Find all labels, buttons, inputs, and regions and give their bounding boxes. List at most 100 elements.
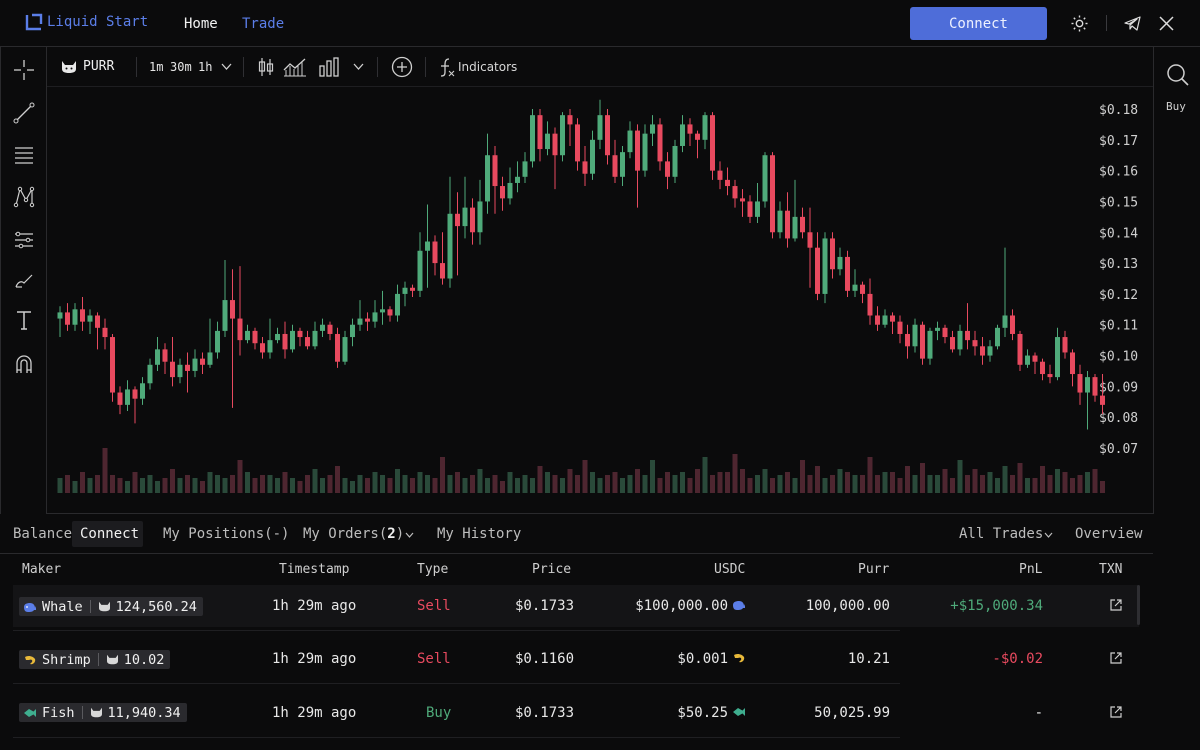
candle[interactable] bbox=[837, 247, 843, 276]
candle[interactable] bbox=[417, 232, 423, 297]
candle[interactable] bbox=[627, 121, 633, 159]
maker-badge[interactable]: Shrimp 10.02 bbox=[19, 650, 171, 669]
candle[interactable] bbox=[650, 115, 655, 146]
candle[interactable] bbox=[860, 281, 865, 304]
bar-chart-icon[interactable] bbox=[318, 56, 340, 78]
candle[interactable] bbox=[95, 312, 100, 350]
brush-icon[interactable] bbox=[13, 269, 35, 291]
trend-line-icon[interactable] bbox=[13, 102, 35, 124]
pattern-icon[interactable] bbox=[13, 186, 35, 208]
candle[interactable] bbox=[507, 167, 513, 205]
candle[interactable] bbox=[1002, 247, 1008, 338]
nav-trade[interactable]: Trade bbox=[242, 16, 285, 32]
candle[interactable] bbox=[230, 269, 235, 408]
chevron-down-icon[interactable] bbox=[353, 63, 364, 71]
price-chart[interactable]: $0.18 $0.17 $0.16 $0.15 $0.14 $0.13 $0.12 $0.11… bbox=[47, 87, 1153, 514]
candle[interactable] bbox=[642, 124, 648, 177]
candle[interactable] bbox=[57, 306, 63, 338]
add-icon[interactable] bbox=[391, 56, 413, 78]
candle[interactable] bbox=[357, 300, 363, 331]
external-link-icon[interactable] bbox=[1110, 706, 1122, 718]
text-tool-icon[interactable] bbox=[13, 309, 35, 331]
chevron-down-icon[interactable] bbox=[1044, 532, 1053, 538]
tab-my-orders[interactable]: My Orders(2) bbox=[303, 526, 404, 542]
candle[interactable] bbox=[1085, 370, 1090, 430]
candle[interactable] bbox=[1040, 358, 1045, 381]
candle[interactable] bbox=[282, 321, 288, 359]
candle[interactable] bbox=[155, 337, 160, 371]
candle[interactable] bbox=[605, 109, 610, 165]
tab-my-history[interactable]: My History bbox=[437, 526, 522, 542]
candle[interactable] bbox=[1062, 330, 1068, 359]
candle[interactable] bbox=[770, 152, 775, 239]
candle[interactable] bbox=[1092, 374, 1098, 402]
candle[interactable] bbox=[237, 266, 243, 356]
connect-button[interactable]: Connect bbox=[910, 7, 1047, 40]
candle[interactable] bbox=[200, 352, 205, 375]
candle[interactable] bbox=[987, 340, 993, 362]
candle[interactable] bbox=[702, 112, 708, 150]
x-icon[interactable] bbox=[1158, 15, 1175, 32]
candle[interactable] bbox=[792, 179, 798, 242]
candle[interactable] bbox=[762, 152, 768, 208]
brand-logo[interactable]: Liquid Start bbox=[25, 13, 148, 31]
candle[interactable] bbox=[1055, 327, 1060, 381]
candle[interactable] bbox=[950, 330, 955, 353]
candle[interactable] bbox=[297, 327, 303, 347]
candle[interactable] bbox=[897, 315, 903, 344]
candle[interactable] bbox=[245, 324, 250, 344]
candle[interactable] bbox=[1077, 364, 1083, 405]
candle[interactable] bbox=[335, 327, 340, 368]
candle[interactable] bbox=[965, 303, 970, 350]
candle[interactable] bbox=[537, 109, 543, 162]
candle[interactable] bbox=[1070, 349, 1075, 387]
candle[interactable] bbox=[140, 377, 145, 405]
candle[interactable] bbox=[132, 386, 138, 424]
candle[interactable] bbox=[552, 127, 558, 190]
candlestick-chart[interactable]: $0.18 $0.17 $0.16 $0.15 $0.14 $0.13 $0.12 $0.11… bbox=[47, 87, 1153, 513]
candle[interactable] bbox=[252, 327, 258, 350]
candle[interactable] bbox=[560, 112, 565, 162]
candle[interactable] bbox=[665, 152, 670, 190]
measure-icon[interactable] bbox=[13, 229, 35, 251]
candle[interactable] bbox=[327, 321, 333, 341]
candle[interactable] bbox=[942, 324, 948, 344]
candle[interactable] bbox=[260, 337, 265, 359]
candle[interactable] bbox=[102, 318, 108, 350]
candle[interactable] bbox=[470, 198, 475, 245]
candle[interactable] bbox=[620, 145, 625, 187]
candle[interactable] bbox=[485, 133, 490, 214]
candle[interactable] bbox=[1025, 349, 1030, 368]
candle[interactable] bbox=[800, 207, 805, 239]
candle[interactable] bbox=[995, 324, 1000, 350]
candle[interactable] bbox=[215, 321, 220, 359]
candle[interactable] bbox=[740, 189, 745, 217]
candle[interactable] bbox=[320, 318, 325, 338]
candle[interactable] bbox=[732, 179, 738, 208]
candle[interactable] bbox=[170, 337, 175, 387]
candle[interactable] bbox=[710, 112, 715, 180]
candle[interactable] bbox=[125, 380, 130, 412]
candle[interactable] bbox=[432, 235, 438, 276]
candle[interactable] bbox=[905, 324, 910, 359]
candles-icon[interactable] bbox=[257, 56, 275, 78]
table-scrollbar[interactable] bbox=[1137, 585, 1140, 625]
tab-my-positions[interactable]: My Positions(-) bbox=[163, 526, 290, 542]
candle[interactable] bbox=[192, 349, 198, 378]
candle[interactable] bbox=[612, 139, 618, 183]
candle[interactable] bbox=[185, 352, 190, 393]
candle[interactable] bbox=[912, 318, 918, 353]
candle[interactable] bbox=[755, 182, 760, 224]
candle[interactable] bbox=[305, 330, 310, 350]
candle[interactable] bbox=[372, 300, 378, 328]
fib-lines-icon[interactable] bbox=[13, 144, 35, 166]
candle[interactable] bbox=[290, 324, 295, 353]
candle[interactable] bbox=[695, 130, 700, 159]
timeframe-1m[interactable]: 1m bbox=[149, 60, 164, 74]
crosshair-icon[interactable] bbox=[13, 59, 35, 81]
candle[interactable] bbox=[920, 321, 925, 365]
magnet-icon[interactable] bbox=[13, 353, 35, 375]
chevron-down-icon[interactable] bbox=[405, 532, 414, 538]
chevron-down-icon[interactable] bbox=[221, 63, 232, 71]
candle[interactable] bbox=[410, 284, 415, 297]
